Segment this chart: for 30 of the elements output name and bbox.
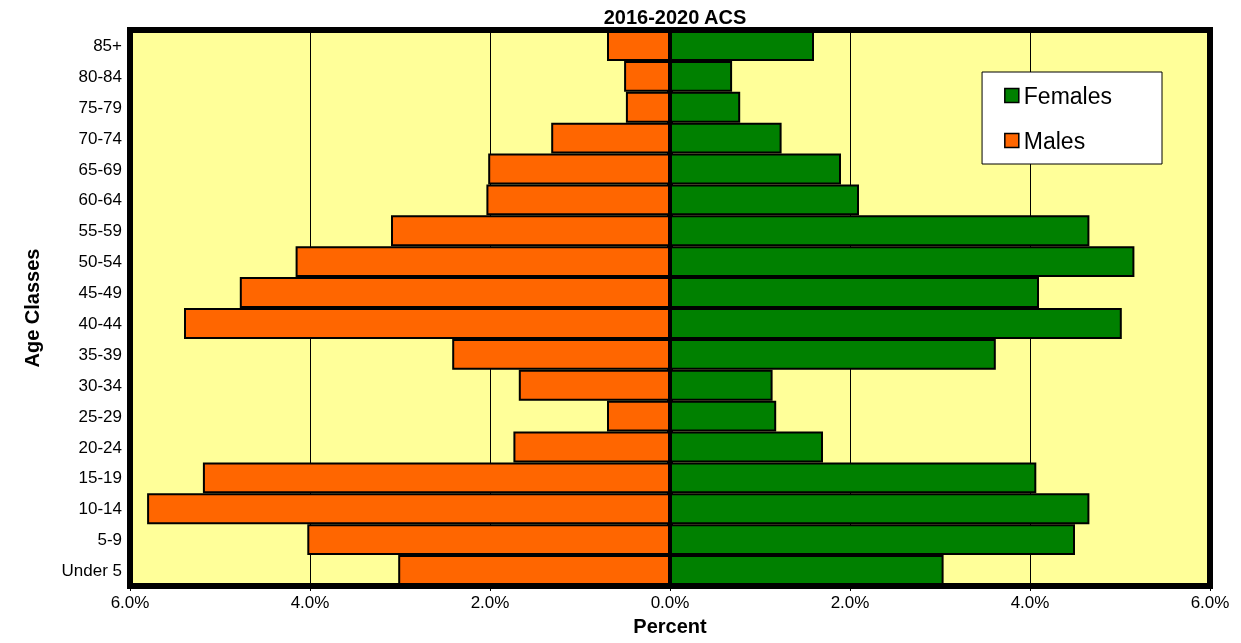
y-tick-label: 60-64 bbox=[78, 190, 122, 210]
legend-label: Females bbox=[1023, 82, 1113, 109]
x-tick-label: 4.0% bbox=[290, 593, 330, 612]
legend-label: Males bbox=[1023, 127, 1086, 154]
x-axis-title: Percent bbox=[633, 614, 708, 637]
y-tick-label: 20-24 bbox=[78, 437, 122, 457]
y-tick-label: 55-59 bbox=[78, 221, 122, 241]
x-tick-label: 6.0% bbox=[110, 593, 150, 612]
y-tick-label: 40-44 bbox=[78, 313, 122, 333]
y-tick-label: 5-9 bbox=[97, 530, 122, 550]
y-tick-label: 15-19 bbox=[78, 468, 122, 488]
x-tick-label: 2.0% bbox=[470, 593, 510, 612]
chart-title: 2016-2020 ACS bbox=[603, 6, 747, 28]
y-tick-label: 35-39 bbox=[78, 344, 122, 364]
y-tick-label: 80-84 bbox=[78, 66, 122, 86]
y-tick-label: 75-79 bbox=[78, 97, 122, 117]
x-tick-label: 0.0% bbox=[650, 593, 690, 612]
y-tick-label: 10-14 bbox=[78, 499, 122, 519]
y-tick-label: 65-69 bbox=[78, 159, 122, 179]
x-tick-label: 4.0% bbox=[1010, 593, 1050, 612]
y-tick-label: 25-29 bbox=[78, 406, 122, 426]
y-tick-label: 70-74 bbox=[78, 128, 122, 148]
y-tick-label: Under 5 bbox=[61, 561, 122, 581]
y-axis-title: Age Classes bbox=[21, 248, 43, 368]
x-tick-label: 6.0% bbox=[1190, 593, 1230, 612]
y-tick-label: 45-49 bbox=[78, 283, 122, 303]
y-tick-label: 30-34 bbox=[78, 375, 122, 395]
y-tick-label: 50-54 bbox=[78, 252, 122, 272]
x-tick-label: 2.0% bbox=[830, 593, 870, 612]
y-tick-label: 85+ bbox=[93, 35, 123, 55]
